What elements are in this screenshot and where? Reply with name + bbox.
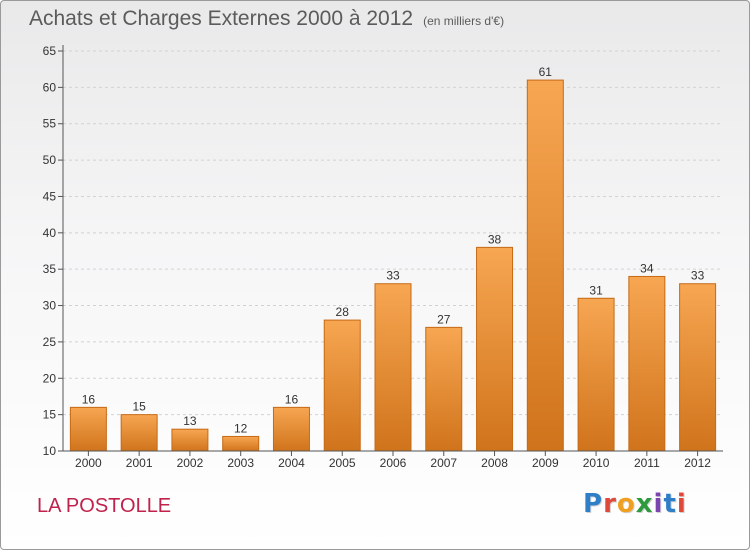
x-tick-label: 2001 <box>126 456 153 470</box>
x-tick-label: 2006 <box>380 456 407 470</box>
place-name: LA POSTOLLE <box>37 495 172 517</box>
x-tick-label: 2011 <box>634 456 660 470</box>
data-label: 34 <box>640 261 654 275</box>
chart-subtitle: (en milliers d'€) <box>423 14 505 28</box>
y-tick-label: 45 <box>43 189 57 203</box>
x-tick-label: 2007 <box>430 456 457 470</box>
bars <box>69 79 717 452</box>
data-label: 31 <box>589 283 603 297</box>
y-tick-label: 30 <box>43 299 57 313</box>
x-tick-label: 2004 <box>278 456 305 470</box>
data-label: 16 <box>82 392 96 406</box>
bar <box>69 406 107 452</box>
data-label: 12 <box>234 421 248 435</box>
data-label: 13 <box>183 414 197 428</box>
bar <box>120 414 158 452</box>
bar <box>171 428 209 452</box>
chart-title-text: Achats et Charges Externes 2000 à 2012 <box>29 7 414 30</box>
logo-letter: i <box>676 489 687 519</box>
x-tick-label: 2002 <box>177 456 204 470</box>
bar <box>476 246 514 452</box>
data-label: 16 <box>285 392 299 406</box>
x-tick-label: 2008 <box>481 456 508 470</box>
data-label: 15 <box>132 400 146 414</box>
y-tick-label: 60 <box>43 80 57 94</box>
x-tick-label: 2003 <box>227 456 254 470</box>
data-label: 33 <box>691 269 705 283</box>
logo-letter: i <box>653 489 664 519</box>
data-labels: 16 15 13 12 16 28 33 27 38 61 31 34 33 <box>82 65 705 435</box>
bar <box>222 435 260 452</box>
y-tick-label: 25 <box>43 335 57 349</box>
y-tick-label: 65 <box>43 44 57 58</box>
bar <box>425 326 463 452</box>
y-tick-label: 55 <box>43 117 57 131</box>
bar <box>577 297 615 452</box>
bar <box>679 283 717 452</box>
bar <box>526 79 564 452</box>
data-label: 33 <box>386 269 400 283</box>
data-label: 38 <box>488 232 502 246</box>
logo-letter: P <box>583 489 604 519</box>
y-tick-label: 40 <box>43 226 57 240</box>
data-label: 28 <box>336 305 350 319</box>
logo-letter: x <box>635 489 654 519</box>
y-tick-label: 15 <box>43 408 57 422</box>
bar <box>374 283 412 452</box>
logo-letter: r <box>603 489 617 519</box>
data-label: 27 <box>437 312 451 326</box>
logo-letter: o <box>616 489 636 519</box>
data-label: 61 <box>539 65 553 79</box>
bar <box>323 319 361 452</box>
x-tick-label: 2009 <box>532 456 559 470</box>
y-tick-label: 20 <box>43 371 57 385</box>
proxiti-logo: Proxiti <box>583 489 687 519</box>
axes: 10 15 20 25 30 35 40 45 50 55 60 65 2000 2001 2002 2003… <box>43 44 723 470</box>
x-tick-label: 2005 <box>329 456 356 470</box>
chart-title: Achats et Charges Externes 2000 à 2012 (e… <box>29 7 504 31</box>
y-tick-label: 10 <box>43 444 57 458</box>
y-tick-label: 35 <box>43 262 57 276</box>
logo-letter: t <box>663 489 677 519</box>
bar <box>272 406 310 452</box>
y-tick-label: 50 <box>43 153 57 167</box>
x-tick-label: 2000 <box>75 456 102 470</box>
x-tick-label: 2010 <box>583 456 610 470</box>
bar <box>628 275 666 452</box>
x-tick-label: 2012 <box>684 456 711 470</box>
